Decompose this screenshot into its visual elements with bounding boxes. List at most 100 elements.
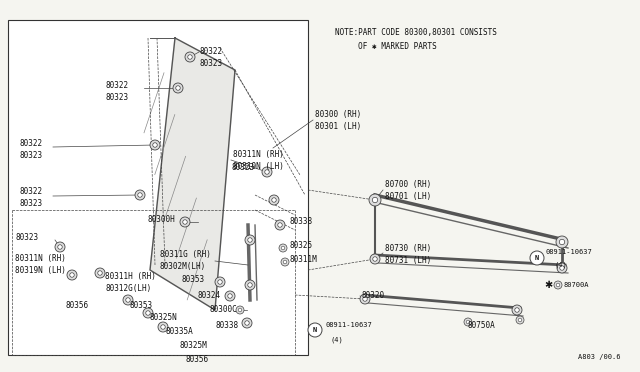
Text: 80353: 80353 [182,276,205,285]
Circle shape [225,291,235,301]
Circle shape [67,270,77,280]
Text: 80322: 80322 [105,80,128,90]
Circle shape [236,306,244,314]
Circle shape [242,318,252,328]
Text: (4): (4) [330,337,343,343]
Circle shape [556,236,568,248]
Text: ✱: ✱ [544,280,552,290]
Circle shape [244,321,249,325]
Circle shape [512,305,522,315]
Text: 80325M: 80325M [180,340,208,350]
Text: 80323: 80323 [20,151,43,160]
Circle shape [557,263,567,273]
Text: 80750A: 80750A [468,321,496,330]
Text: 80323: 80323 [105,93,128,102]
Circle shape [125,298,131,302]
Circle shape [245,235,255,245]
Circle shape [135,190,145,200]
Circle shape [158,322,168,332]
Text: 80322: 80322 [20,187,43,196]
Circle shape [180,217,190,227]
Text: N: N [535,255,539,261]
Circle shape [372,197,378,203]
Circle shape [248,283,252,287]
Text: 08911-10637: 08911-10637 [546,249,593,255]
Circle shape [360,294,370,304]
Text: 80700A: 80700A [563,282,589,288]
Text: 80323: 80323 [200,60,223,68]
Text: 80302M(LH): 80302M(LH) [160,263,206,272]
Circle shape [281,258,289,266]
Circle shape [123,295,133,305]
Circle shape [464,318,472,326]
Circle shape [58,245,62,249]
Circle shape [516,316,524,324]
Circle shape [238,308,242,312]
Text: 80730 (RH): 80730 (RH) [385,244,431,253]
Circle shape [556,283,560,287]
Circle shape [218,280,222,284]
Circle shape [215,277,225,287]
Text: 80301 (LH): 80301 (LH) [315,122,361,131]
Circle shape [272,198,276,202]
Text: 80731 (LH): 80731 (LH) [385,256,431,264]
Circle shape [372,257,377,261]
Circle shape [278,223,282,227]
Text: 80312G(LH): 80312G(LH) [105,285,151,294]
Text: A803 /00.6: A803 /00.6 [577,354,620,360]
Text: 80319N (LH): 80319N (LH) [15,266,66,275]
Text: 80353: 80353 [130,301,153,310]
Text: 80335A: 80335A [165,327,193,337]
Text: 80300C: 80300C [210,305,237,314]
Text: 80320: 80320 [362,291,385,299]
Circle shape [248,238,252,242]
Circle shape [173,83,183,93]
Circle shape [308,323,322,337]
Circle shape [153,143,157,147]
Text: N: N [313,327,317,333]
Circle shape [176,86,180,90]
Circle shape [245,280,255,290]
Circle shape [161,325,165,329]
Bar [8,20,308,355]
Circle shape [138,193,142,197]
Text: OF ✱ MARKED PARTS: OF ✱ MARKED PARTS [335,42,436,51]
Circle shape [188,55,192,59]
Text: 80323: 80323 [20,199,43,208]
Text: (4): (4) [554,262,567,268]
Circle shape [559,239,564,245]
Text: 80701 (LH): 80701 (LH) [385,192,431,201]
Text: 80338: 80338 [290,218,313,227]
Circle shape [518,318,522,322]
Circle shape [183,220,188,224]
Circle shape [363,297,367,301]
Circle shape [265,170,269,174]
Text: 08911-10637: 08911-10637 [325,322,372,328]
Circle shape [283,260,287,264]
Circle shape [279,244,287,252]
Circle shape [554,281,562,289]
Text: 80319N (LH): 80319N (LH) [233,163,284,171]
Text: 80322: 80322 [20,138,43,148]
Circle shape [370,254,380,264]
Circle shape [70,273,74,277]
Text: 80311N (RH): 80311N (RH) [233,151,284,160]
Circle shape [262,167,272,177]
Text: NOTE:PART CODE 80300,80301 CONSISTS: NOTE:PART CODE 80300,80301 CONSISTS [335,28,497,37]
Circle shape [185,52,195,62]
Circle shape [146,311,150,315]
Polygon shape [150,38,235,310]
Text: 80356: 80356 [65,301,88,310]
Text: 80311G (RH): 80311G (RH) [160,250,211,260]
Circle shape [95,268,105,278]
Circle shape [98,271,102,275]
Text: 80311H (RH): 80311H (RH) [105,273,156,282]
Circle shape [150,140,160,150]
Text: 80356: 80356 [185,356,208,365]
Circle shape [281,246,285,250]
Text: 80311M: 80311M [290,256,317,264]
Text: 80324: 80324 [197,291,220,299]
Text: 80311N (RH): 80311N (RH) [15,253,66,263]
Circle shape [515,308,519,312]
Circle shape [228,294,232,298]
